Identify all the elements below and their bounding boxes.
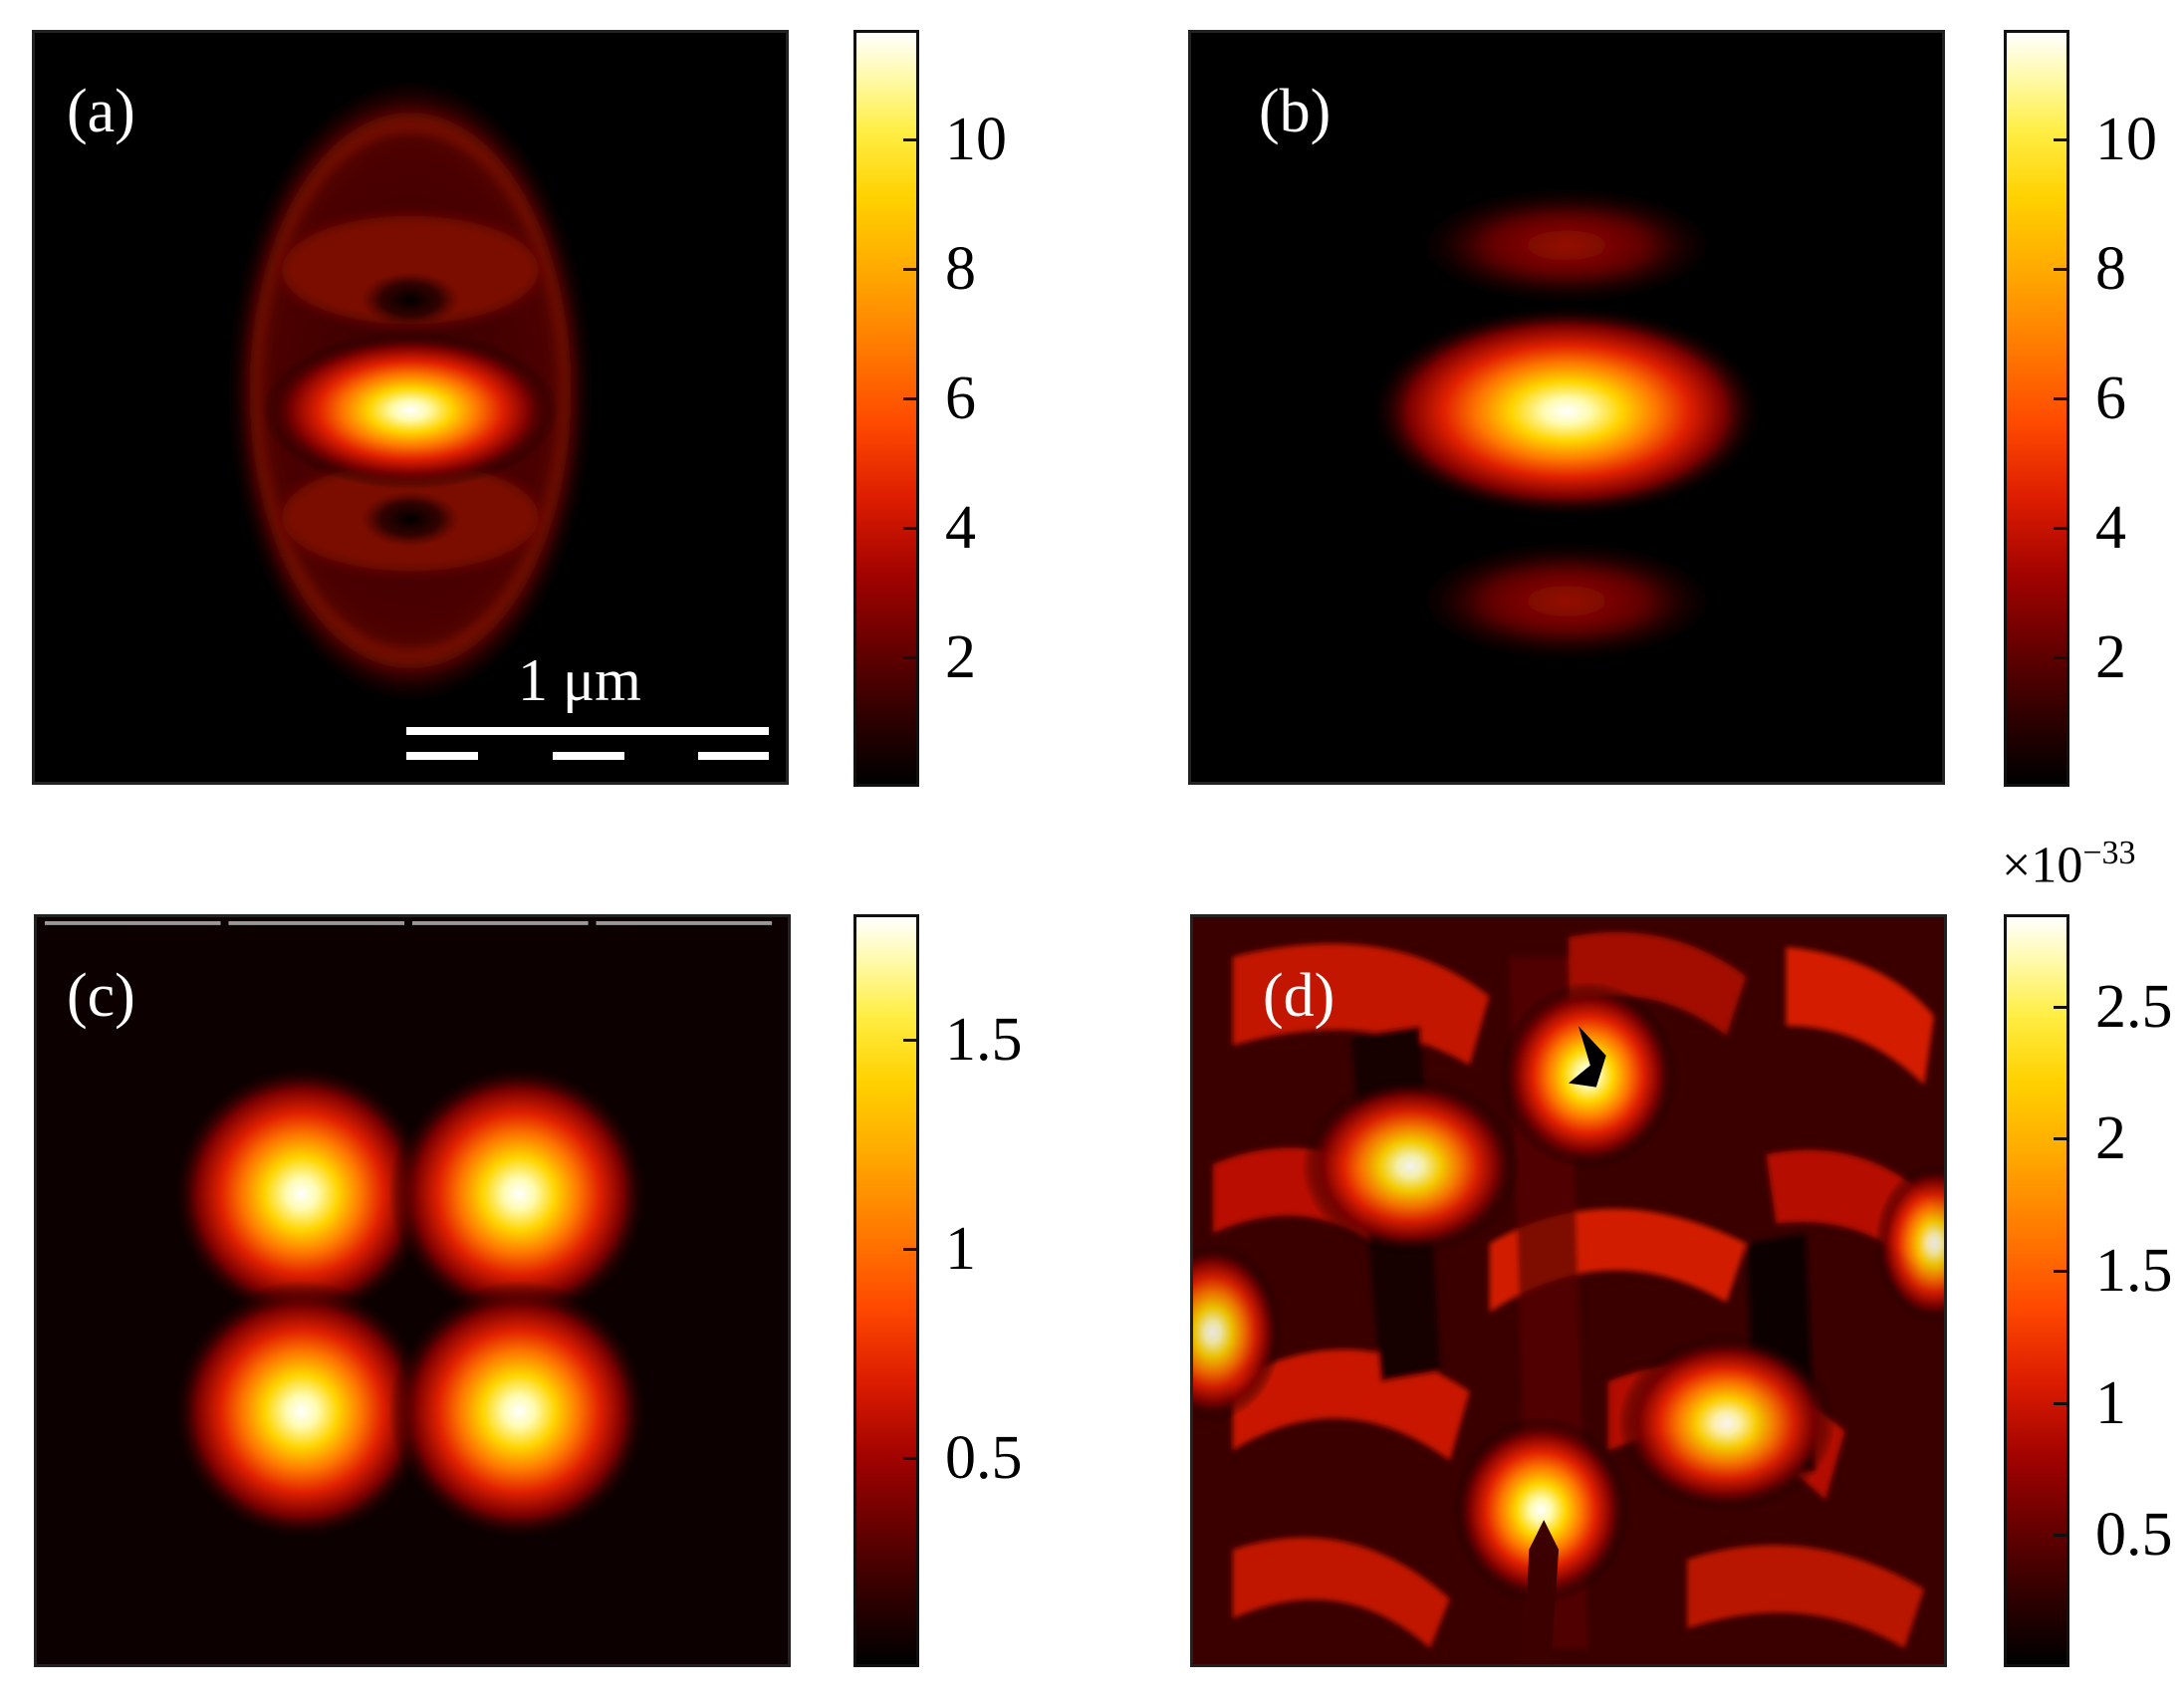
colorbar-d-tick-label: 0.5 bbox=[2095, 1501, 2173, 1570]
field-map-a bbox=[227, 74, 594, 707]
colorbar-b-tick-mark bbox=[2054, 268, 2069, 272]
upper-lobe-b bbox=[1408, 185, 1725, 305]
colorbar-b-tick-mark bbox=[2054, 656, 2069, 660]
colorbar-d-tick-label: 2 bbox=[2095, 1104, 2126, 1173]
scale-bar-tick-2 bbox=[553, 752, 624, 760]
phase-defect-top-d bbox=[1569, 1026, 1606, 1088]
colorbar-a-tick-mark bbox=[903, 527, 919, 531]
colorbar-d-tick-mark bbox=[2054, 1401, 2069, 1405]
colorbar-a-tick-label: 8 bbox=[945, 235, 976, 304]
colorbar-c bbox=[853, 914, 919, 1667]
colorbar-c-tick-label: 1 bbox=[945, 1215, 976, 1283]
panel-label-c: (c) bbox=[67, 962, 135, 1030]
colorbar-d-tick-mark bbox=[2054, 1005, 2069, 1009]
colorbar-a-tick-label: 6 bbox=[945, 365, 976, 433]
spot-right-edge-d bbox=[1874, 1164, 1944, 1323]
colorbar-b-tick-label: 10 bbox=[2095, 106, 2157, 174]
colorbar-b-tick-label: 8 bbox=[2095, 235, 2126, 304]
spot-top-left-c bbox=[170, 1063, 432, 1325]
colorbar-d-tick-label: 1 bbox=[2095, 1368, 2126, 1437]
scale-bar bbox=[406, 727, 769, 735]
colorbar-c-tick-label: 0.5 bbox=[945, 1424, 1023, 1492]
spot-upper-left-d bbox=[1302, 1077, 1520, 1256]
spot-bottom-left-c bbox=[170, 1281, 432, 1542]
field-map-d bbox=[1193, 917, 1944, 1664]
panel-label-a: (a) bbox=[67, 78, 135, 145]
panel-label-d: (d) bbox=[1263, 962, 1335, 1030]
upper-lobe-a bbox=[282, 215, 539, 325]
scale-bar-label: 1 μm bbox=[518, 647, 641, 713]
colorbar-b-tick-label: 2 bbox=[2095, 623, 2126, 692]
field-map-b bbox=[1368, 185, 1765, 662]
spot-bottom-center-d bbox=[1451, 1415, 1630, 1604]
panel-label-b: (b) bbox=[1259, 78, 1332, 145]
heatmap-panel-b: (b) bbox=[1188, 30, 1945, 785]
field-map-c bbox=[37, 917, 788, 1664]
colorbar-c-tick-mark bbox=[903, 1457, 919, 1460]
central-spot-a bbox=[262, 331, 559, 490]
central-spot-b bbox=[1368, 304, 1765, 519]
colorbar-a-tick-mark bbox=[903, 268, 919, 272]
colorbar-d-tick-mark bbox=[2054, 1534, 2069, 1538]
colorbar-a-tick-label: 2 bbox=[945, 623, 976, 692]
lower-lobe-b bbox=[1408, 539, 1725, 662]
colorbar-b-tick-label: 6 bbox=[2095, 365, 2126, 433]
phase-defect-bottom-d bbox=[1524, 1520, 1560, 1664]
colorbar-d-tick-mark bbox=[2054, 1270, 2069, 1274]
multiplier-base: ×10 bbox=[2002, 837, 2083, 894]
colorbar-a-tick-mark bbox=[903, 138, 919, 142]
colorbar-b bbox=[2004, 30, 2069, 787]
colorbar-a-tick-label: 4 bbox=[945, 494, 976, 563]
spot-top-right-c bbox=[388, 1063, 650, 1325]
colorbar-a-tick-label: 10 bbox=[945, 106, 1007, 174]
colorbar-b-tick-mark bbox=[2054, 527, 2069, 531]
scale-bar-tick-1 bbox=[406, 752, 478, 760]
background-c bbox=[37, 917, 788, 1664]
heatmap-panel-d: (d) bbox=[1190, 914, 1947, 1667]
colorbar-b-tick-label: 4 bbox=[2095, 494, 2126, 563]
colorbar-c-tick-mark bbox=[903, 1248, 919, 1251]
heatmap-panel-a: (a) 1 μm bbox=[32, 30, 789, 785]
colorbar-c-tick-label: 1.5 bbox=[945, 1006, 1023, 1074]
colorbar-a bbox=[853, 30, 919, 787]
colorbar-d-tick-label: 2.5 bbox=[2095, 972, 2173, 1041]
colorbar-b-tick-mark bbox=[2054, 138, 2069, 142]
scale-bar-tick-3 bbox=[698, 752, 769, 760]
spot-bottom-right-c bbox=[388, 1281, 650, 1542]
colorbar-c-tick-mark bbox=[903, 1039, 919, 1042]
colorbar-d bbox=[2004, 914, 2069, 1667]
lower-null-a bbox=[361, 491, 460, 547]
colorbar-a-tick-mark bbox=[903, 397, 919, 401]
spot-lower-right-d bbox=[1617, 1334, 1835, 1513]
colorbar-b-tick-mark bbox=[2054, 397, 2069, 401]
multiplier-exponent: −33 bbox=[2082, 835, 2136, 871]
spot-left-edge-d bbox=[1193, 1243, 1283, 1421]
colorbar-a-tick-mark bbox=[903, 656, 919, 660]
colorbar-d-multiplier: ×10−33 bbox=[2002, 837, 2136, 891]
colorbar-d-tick-label: 1.5 bbox=[2095, 1237, 2173, 1306]
colorbar-d-tick-mark bbox=[2054, 1137, 2069, 1141]
heatmap-panel-c: (c) bbox=[34, 914, 791, 1667]
upper-null-a bbox=[361, 272, 460, 328]
